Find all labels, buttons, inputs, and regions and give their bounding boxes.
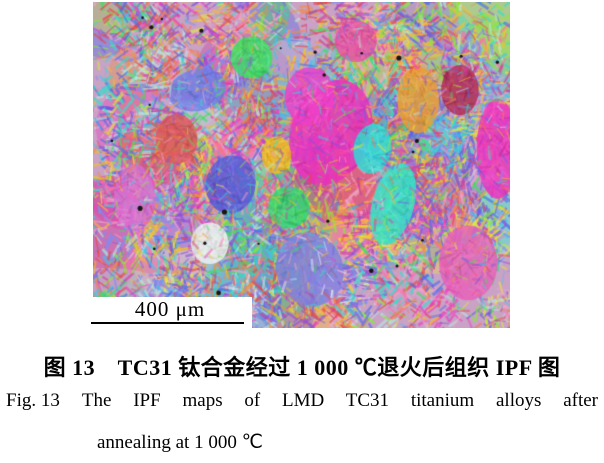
caption-english-line1: The IPF maps of LMD TC31 titanium alloys…	[81, 390, 598, 411]
scale-bar-line	[91, 322, 244, 324]
scale-bar: 400 μm	[88, 297, 252, 330]
caption-english-line1-row: Fig. 13 The IPF maps of LMD TC31 titaniu…	[0, 390, 604, 412]
caption-english-line2: annealing at 1 000 ℃	[97, 432, 263, 453]
scale-bar-label: 400 μm	[134, 297, 206, 321]
ipf-map-image	[93, 2, 510, 328]
figure-number-label: Fig. 13	[6, 390, 60, 411]
ipf-micrograph: 400 μm	[88, 2, 510, 330]
caption-chinese: 图 13 TC31 钛合金经过 1 000 ℃退火后组织 IPF 图	[43, 355, 561, 380]
caption-english: Fig. 13 The IPF maps of LMD TC31 titaniu…	[0, 390, 604, 454]
